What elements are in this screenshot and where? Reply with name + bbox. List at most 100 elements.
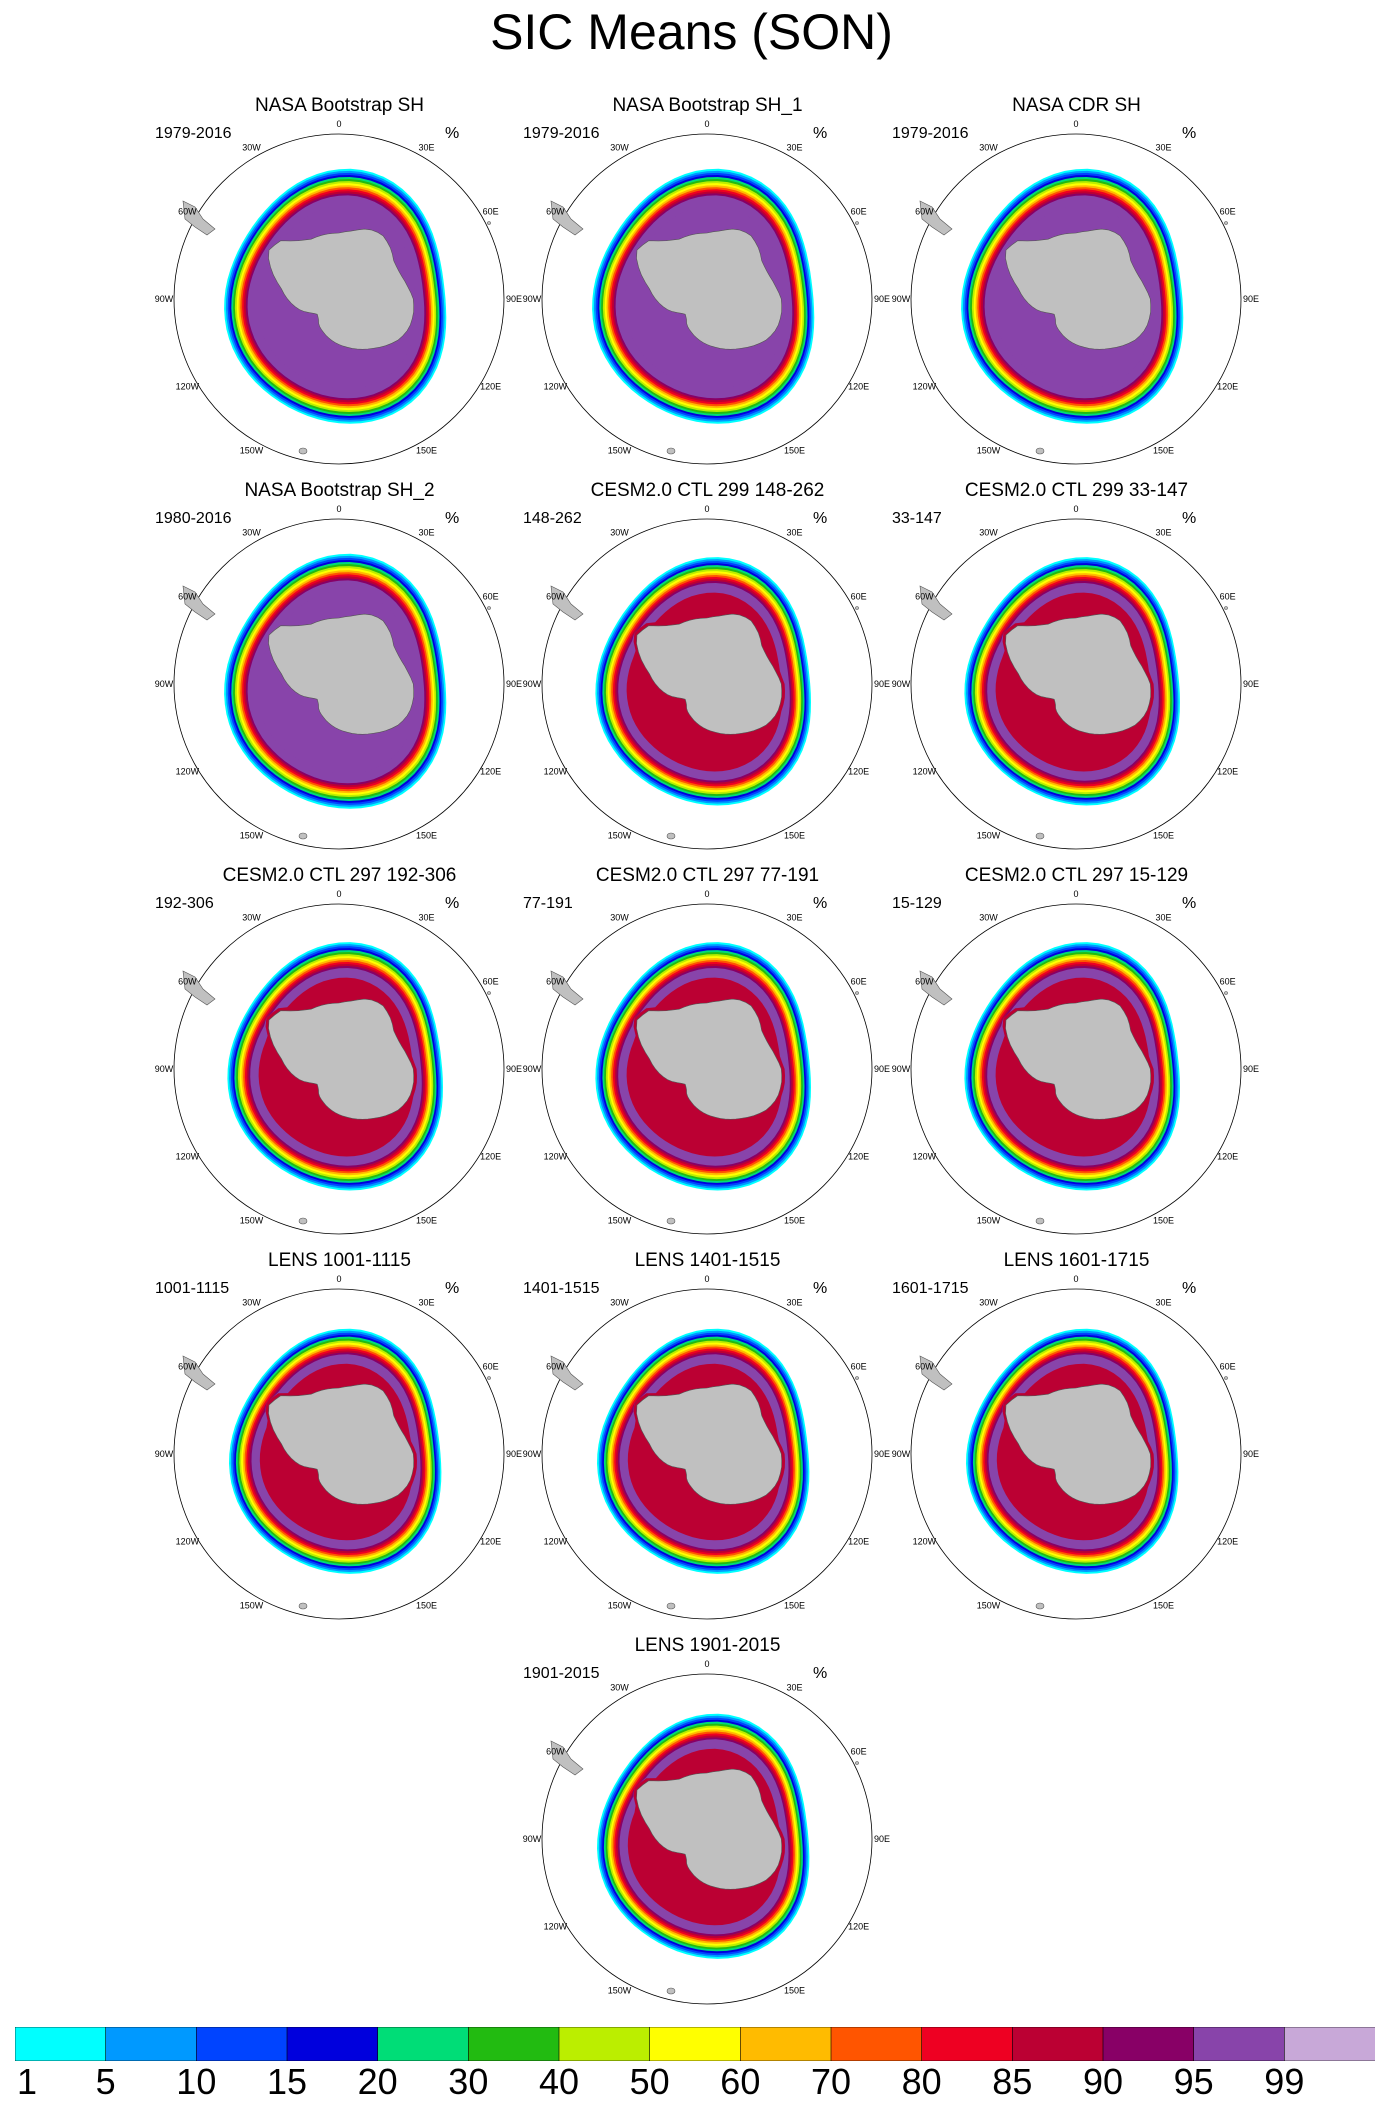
antarctica — [1005, 228, 1152, 350]
panel-title: CESM2.0 CTL 297 77-191 — [595, 865, 820, 886]
longitude-label: 150E — [784, 831, 805, 841]
longitude-label: 0 — [704, 119, 709, 129]
island — [487, 991, 491, 995]
polar-map: 030E60E90E120E150E180150W120W90W60W30W — [523, 504, 890, 850]
island — [666, 1602, 676, 1610]
longitude-label: 60W — [546, 592, 565, 602]
panel-units: % — [445, 1280, 460, 1297]
map-panel: CESM2.0 CTL 297 15-129 15-129% 0 30E 60E 90E 1… — [892, 865, 1261, 1237]
longitude-label: 120W — [544, 1152, 568, 1162]
panel-units: % — [813, 510, 828, 527]
longitude-label: 120E — [480, 1537, 501, 1547]
longitude-label: 120W — [544, 767, 568, 777]
longitude-label: 90E — [506, 679, 522, 689]
longitude-label: 0 — [336, 889, 341, 899]
panel-title: NASA Bootstrap SH_1 — [612, 95, 803, 116]
longitude-label: 120E — [1217, 767, 1238, 777]
longitude-label: 90E — [874, 679, 890, 689]
longitude-label: 150W — [240, 831, 264, 841]
map-panel: CESM2.0 CTL 299 148-262 148-262% 0 30E 60E 90… — [523, 480, 892, 852]
longitude-label: 60E — [483, 1362, 499, 1372]
longitude-label: 120W — [913, 382, 937, 392]
panel-range: 1979-2016 — [155, 125, 232, 142]
longitude-label: 120W — [544, 1922, 568, 1932]
longitude-label: 30W — [979, 912, 998, 922]
colorbar-tick-label: 20 — [357, 2061, 398, 2102]
colorbar-swatch — [830, 2027, 923, 2061]
longitude-label: 30E — [786, 1682, 802, 1692]
longitude-label: 90E — [1243, 1064, 1259, 1074]
south-america — [182, 970, 216, 1006]
colorbar-tick-label: 95 — [1173, 2061, 1214, 2102]
longitude-label: 120E — [1217, 1152, 1238, 1162]
map-panel: CESM2.0 CTL 297 77-191 77-191% 0 30E 60E 90E 1… — [523, 865, 892, 1237]
panel-range: 1980-2016 — [155, 510, 232, 527]
longitude-label: 150E — [416, 446, 437, 456]
longitude-label: 30E — [786, 142, 802, 152]
south-america — [550, 970, 584, 1006]
longitude-label: 60E — [1220, 977, 1236, 987]
panel-units: % — [1182, 1280, 1197, 1297]
longitude-label: 30W — [610, 1682, 629, 1692]
island — [666, 1217, 676, 1225]
island — [298, 1217, 308, 1225]
longitude-label: 90W — [892, 294, 911, 304]
panel-title: NASA CDR SH — [1012, 95, 1141, 116]
colorbar-swatch — [1012, 2027, 1104, 2061]
island — [855, 1761, 859, 1765]
longitude-label: 60E — [1220, 207, 1236, 217]
longitude-label: 60E — [851, 1362, 867, 1372]
colorbar-tick-label: 50 — [629, 2061, 670, 2102]
longitude-label: 0 — [336, 504, 341, 514]
longitude-label: 120E — [848, 1922, 869, 1932]
longitude-label: 60W — [915, 592, 934, 602]
longitude-label: 0 — [1073, 504, 1078, 514]
longitude-label: 90E — [874, 1064, 890, 1074]
panel-range: 1901-2015 — [523, 1665, 600, 1682]
longitude-label: 90W — [523, 1064, 542, 1074]
longitude-label: 90W — [892, 1064, 911, 1074]
longitude-label: 30E — [786, 1297, 802, 1307]
antarctica — [1005, 998, 1152, 1120]
polar-map: 030E60E90E120E150E180150W120W90W60W30W — [523, 1659, 890, 2005]
longitude-label: 60W — [915, 207, 934, 217]
south-america — [919, 200, 953, 236]
island — [855, 991, 859, 995]
antarctica — [1005, 613, 1152, 735]
colorbar-tick-label: 1 — [16, 2061, 38, 2102]
south-america — [919, 1355, 953, 1391]
longitude-label: 60E — [483, 207, 499, 217]
colorbar-swatch — [1284, 2027, 1375, 2061]
longitude-label: 30W — [610, 527, 629, 537]
panel-range: 1601-1715 — [892, 1280, 969, 1297]
island — [1224, 991, 1228, 995]
panel-units: % — [445, 125, 460, 142]
south-america — [919, 970, 953, 1006]
longitude-label: 0 — [336, 1274, 341, 1284]
longitude-label: 0 — [704, 1274, 709, 1284]
polar-map: 030E60E90E120E150E180150W120W90W60W30W — [892, 1274, 1259, 1620]
island — [855, 606, 859, 610]
longitude-label: 120W — [913, 1537, 937, 1547]
island — [1035, 1602, 1045, 1610]
polar-map: 030E60E90E120E150E180150W120W90W60W30W — [155, 889, 522, 1235]
colorbar-swatch — [468, 2027, 560, 2061]
colorbar-tick-label: 60 — [720, 2061, 761, 2102]
colorbar — [15, 2027, 1375, 2061]
panel-range: 33-147 — [892, 510, 942, 527]
longitude-label: 150W — [240, 446, 264, 456]
longitude-label: 30E — [1155, 142, 1171, 152]
island — [487, 606, 491, 610]
longitude-label: 120W — [176, 1537, 200, 1547]
longitude-label: 150E — [784, 1216, 805, 1226]
island — [298, 832, 308, 840]
panel-title: CESM2.0 CTL 299 148-262 — [590, 480, 825, 501]
longitude-label: 90E — [874, 294, 890, 304]
longitude-label: 90E — [1243, 1449, 1259, 1459]
longitude-label: 60W — [178, 207, 197, 217]
island — [487, 221, 491, 225]
south-america — [182, 585, 216, 621]
antarctica — [636, 998, 783, 1120]
longitude-label: 120E — [480, 767, 501, 777]
